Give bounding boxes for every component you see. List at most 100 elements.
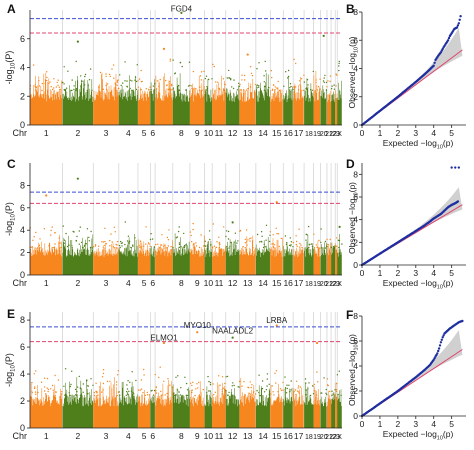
- manhattan-point: [333, 88, 336, 90]
- manhattan-point: [193, 243, 195, 245]
- manhattan-point: [274, 89, 276, 91]
- y-tick-label: 2: [20, 91, 25, 101]
- manhattan-point: [258, 62, 260, 64]
- manhattan-point: [109, 239, 111, 242]
- manhattan-point: [192, 244, 194, 246]
- manhattan-point-band: [239, 377, 256, 428]
- x-tick-label: 1: [378, 419, 383, 429]
- manhattan-point-band: [138, 390, 151, 428]
- manhattan-point-band: [30, 234, 63, 275]
- manhattan-point-band: [118, 381, 138, 428]
- manhattan-point: [101, 391, 103, 393]
- manhattan-point: [155, 392, 158, 394]
- manhattan-point: [130, 390, 133, 392]
- manhattan-point: [221, 389, 223, 391]
- chromosome-22-points: [331, 389, 336, 428]
- panel-label: F: [346, 308, 353, 322]
- chromosome-14-points: [255, 373, 270, 428]
- manhattan-point: [263, 75, 265, 77]
- manhattan-point: [331, 390, 333, 392]
- manhattan-point: [116, 81, 119, 84]
- manhattan-point: [223, 88, 225, 90]
- manhattan-point: [248, 238, 251, 240]
- manhattan-point: [185, 382, 188, 385]
- manhattan-point: [126, 85, 128, 88]
- manhattan-point: [272, 84, 275, 86]
- chromosome-12-points: [225, 375, 240, 428]
- manhattan-point: [126, 392, 129, 394]
- chromosome-label: 8: [179, 278, 184, 288]
- manhattan-point: [308, 246, 310, 249]
- chromosome-label: 9: [195, 431, 200, 441]
- x-tick-label: 3: [413, 419, 418, 429]
- manhattan-point: [271, 385, 273, 387]
- chromosome-10-points: [204, 375, 213, 428]
- manhattan-point-band: [189, 235, 205, 275]
- manhattan-point: [293, 86, 295, 88]
- chromosome-4-points: [118, 61, 138, 125]
- chromosome-14-points: [255, 224, 271, 275]
- x-axis-title: Chr: [12, 128, 27, 138]
- manhattan-point: [318, 239, 320, 242]
- chromosome-label: 13: [243, 431, 253, 441]
- manhattan-point: [276, 88, 278, 90]
- manhattan-point: [306, 79, 309, 81]
- manhattan-point: [53, 247, 55, 249]
- manhattan-point: [296, 245, 298, 247]
- manhattan-point: [292, 88, 294, 91]
- manhattan-point: [32, 239, 34, 241]
- manhattan-point-band: [293, 77, 304, 125]
- chromosome-label: 12: [228, 431, 238, 441]
- chromosome-8-points: [172, 59, 191, 125]
- manhattan-point: [203, 70, 205, 73]
- chromosome-X-points: [337, 60, 342, 125]
- manhattan-point: [171, 83, 173, 86]
- manhattan-point: [105, 73, 107, 75]
- manhattan-point-band: [189, 75, 205, 125]
- x-axis-title: Expected −log10(p): [383, 429, 454, 442]
- manhattan-point: [90, 230, 92, 233]
- manhattan-point: [171, 85, 173, 87]
- manhattan-point: [120, 240, 122, 243]
- manhattan-point-band: [204, 79, 213, 125]
- manhattan-point: [138, 78, 141, 80]
- manhattan-point: [293, 58, 295, 61]
- manhattan-point: [127, 394, 130, 396]
- chromosome-23-points: [335, 237, 338, 275]
- manhattan-point: [245, 89, 248, 91]
- manhattan-point: [52, 389, 54, 391]
- manhattan-point: [222, 387, 224, 389]
- manhattan-point: [212, 63, 214, 66]
- manhattan-point: [292, 246, 294, 248]
- manhattan-point: [101, 88, 103, 91]
- manhattan-point: [270, 393, 272, 395]
- manhattan-point: [322, 80, 325, 82]
- manhattan-point: [280, 237, 282, 240]
- manhattan-point: [190, 382, 192, 384]
- manhattan-point: [90, 378, 92, 380]
- manhattan-point: [299, 246, 301, 248]
- manhattan-point: [313, 390, 315, 392]
- chromosome-label: 22: [329, 281, 337, 288]
- manhattan-point: [44, 390, 46, 392]
- manhattan-point: [48, 245, 50, 247]
- panel-label: B: [346, 2, 355, 16]
- manhattan-point: [82, 246, 84, 249]
- manhattan-point-band: [304, 78, 314, 125]
- manhattan-point: [309, 394, 312, 397]
- qq-points: [360, 15, 462, 127]
- manhattan-point: [102, 241, 105, 243]
- x-tick-label: 5: [449, 419, 454, 429]
- manhattan-point: [205, 392, 208, 394]
- x-tick-label: 5: [449, 128, 454, 138]
- y-tick-label: 2: [20, 396, 25, 406]
- manhattan-point: [300, 244, 302, 246]
- manhattan-point: [247, 239, 249, 241]
- manhattan-point: [34, 391, 37, 393]
- manhattan-point: [85, 243, 88, 245]
- manhattan-point-band: [189, 381, 205, 428]
- manhattan-point: [102, 369, 105, 371]
- chromosome-3-points: [93, 226, 119, 275]
- manhattan-point: [290, 245, 292, 247]
- manhattan-point: [237, 240, 239, 242]
